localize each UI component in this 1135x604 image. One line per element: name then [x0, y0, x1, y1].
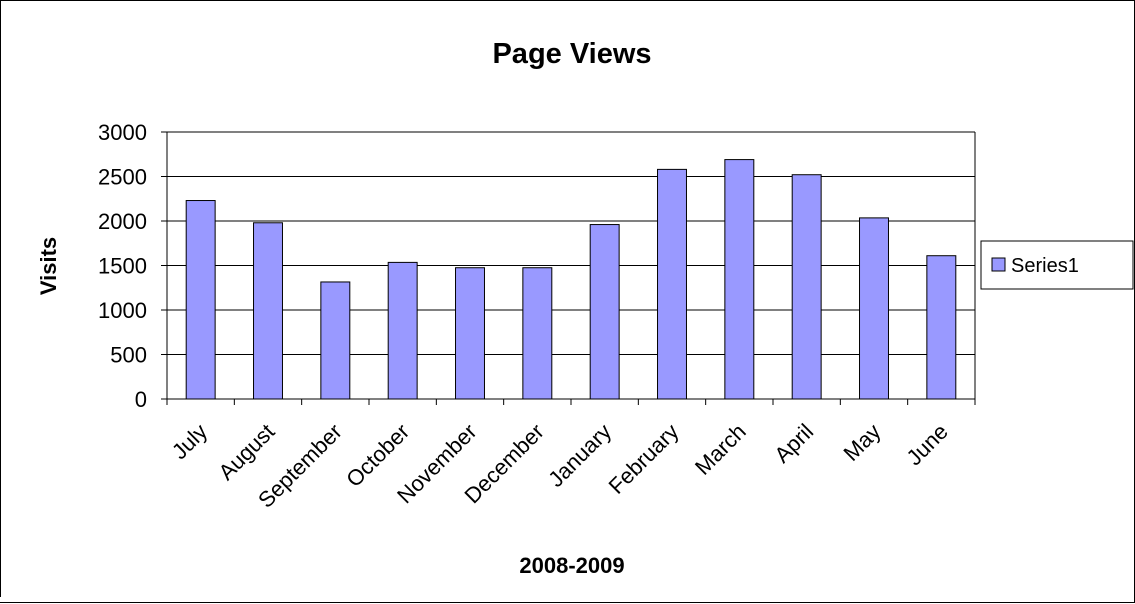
bar: [926, 255, 957, 400]
bar: [589, 224, 620, 400]
x-tick-label: July: [167, 419, 212, 464]
bars: [185, 159, 957, 400]
bar: [185, 200, 216, 400]
y-tick-label: 2500: [98, 165, 147, 190]
y-tick-label: 2000: [98, 209, 147, 234]
bar: [253, 222, 283, 400]
chart-title: Page Views: [492, 38, 651, 70]
x-tick-label: May: [838, 419, 885, 466]
bar: [791, 174, 822, 400]
legend: Series1: [980, 240, 1134, 290]
x-tick-label: April: [769, 419, 818, 468]
bar: [455, 267, 485, 400]
y-tick-label: 1000: [98, 298, 147, 323]
bar: [387, 261, 418, 400]
bar: [657, 168, 687, 400]
y-tick-label: 3000: [98, 120, 147, 145]
x-tick-label: February: [604, 419, 684, 499]
legend-label: Series1: [1011, 255, 1079, 277]
x-tick-label: March: [690, 419, 751, 480]
y-tick-label: 1500: [98, 254, 147, 279]
bar: [522, 267, 553, 400]
x-tick-label: June: [901, 419, 952, 470]
gridlines: [167, 131, 975, 355]
y-tick-label: 0: [135, 387, 147, 412]
bar: [859, 217, 889, 400]
bar: [320, 281, 351, 400]
legend-swatch: [991, 257, 1006, 272]
x-tick-label: August: [213, 419, 279, 485]
legend-box: [980, 240, 1134, 290]
y-tick-label: 500: [110, 343, 147, 368]
x-axis-title: 2008-2009: [519, 553, 624, 578]
y-axis-title: Visits: [36, 237, 61, 295]
bar: [724, 159, 755, 400]
